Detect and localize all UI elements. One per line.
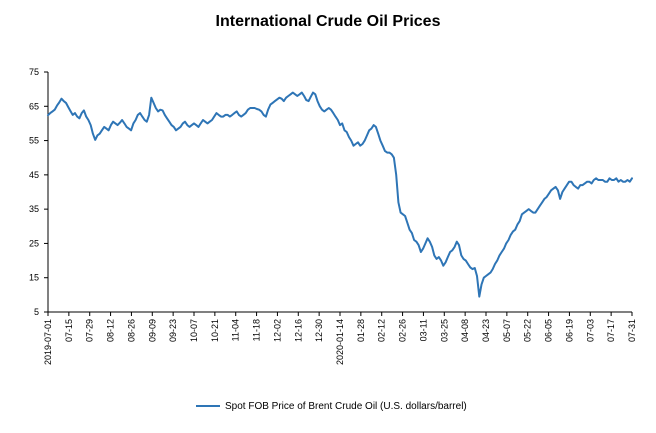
y-tick-label: 45 bbox=[29, 170, 39, 180]
x-tick-label: 07-31 bbox=[627, 319, 637, 342]
x-tick-label: 09-23 bbox=[168, 319, 178, 342]
line-layer bbox=[47, 91, 633, 298]
chart-title: International Crude Oil Prices bbox=[215, 13, 441, 30]
x-tick-label: 03-11 bbox=[418, 319, 428, 341]
y-tick-label: 5 bbox=[34, 307, 39, 317]
x-tick-label: 09-09 bbox=[147, 319, 157, 342]
x-tick-label: 07-03 bbox=[585, 319, 595, 342]
x-tick-label: 01-28 bbox=[356, 319, 366, 342]
legend-label: Spot FOB Price of Brent Crude Oil (U.S. … bbox=[225, 400, 467, 412]
x-tick-label: 04-23 bbox=[481, 319, 491, 342]
x-tick-label: 07-29 bbox=[85, 319, 95, 342]
x-tick-label: 06-05 bbox=[544, 319, 554, 342]
y-tick-label: 55 bbox=[29, 136, 39, 146]
x-tick-label: 07-17 bbox=[606, 319, 616, 342]
x-tick-label: 04-08 bbox=[460, 319, 470, 342]
x-tick-label: 03-25 bbox=[439, 319, 449, 342]
x-tick-label: 02-26 bbox=[398, 319, 408, 342]
x-tick-label: 05-22 bbox=[523, 319, 533, 342]
y-tick-label: 15 bbox=[29, 273, 39, 283]
x-tick-label: 10-07 bbox=[189, 319, 199, 342]
x-tick-label: 12-02 bbox=[272, 319, 282, 342]
legend-swatch bbox=[196, 405, 220, 407]
x-tick-label: 12-16 bbox=[293, 319, 303, 342]
x-tick-label: 10-21 bbox=[210, 319, 220, 342]
x-tick-label: 12-30 bbox=[314, 319, 324, 342]
x-tick-label: 2019-07-01 bbox=[43, 319, 53, 365]
x-tick-label: 11-18 bbox=[252, 319, 262, 341]
y-tick-label: 25 bbox=[29, 238, 39, 248]
x-tick-label: 06-19 bbox=[564, 319, 574, 342]
x-tick-label: 2020-01-14 bbox=[335, 319, 345, 365]
y-tick-label: 65 bbox=[29, 101, 39, 111]
y-tick-label: 75 bbox=[29, 67, 39, 77]
legend: Spot FOB Price of Brent Crude Oil (U.S. … bbox=[196, 398, 467, 414]
x-tick-label: 02-12 bbox=[377, 319, 387, 342]
y-tick-label: 35 bbox=[29, 204, 39, 214]
x-tick-label: 05-07 bbox=[502, 319, 512, 342]
x-tick-label: 07-15 bbox=[64, 319, 74, 342]
series-line bbox=[47, 91, 633, 298]
x-tick-label: 08-26 bbox=[126, 319, 136, 342]
x-tick-label: 11-04 bbox=[231, 319, 241, 341]
axes-layer: 5 15 25 35 45 55 65 75 2019-07-01 07-15 07-29 08-12… bbox=[29, 67, 637, 365]
x-tick-label: 08-12 bbox=[106, 319, 116, 342]
